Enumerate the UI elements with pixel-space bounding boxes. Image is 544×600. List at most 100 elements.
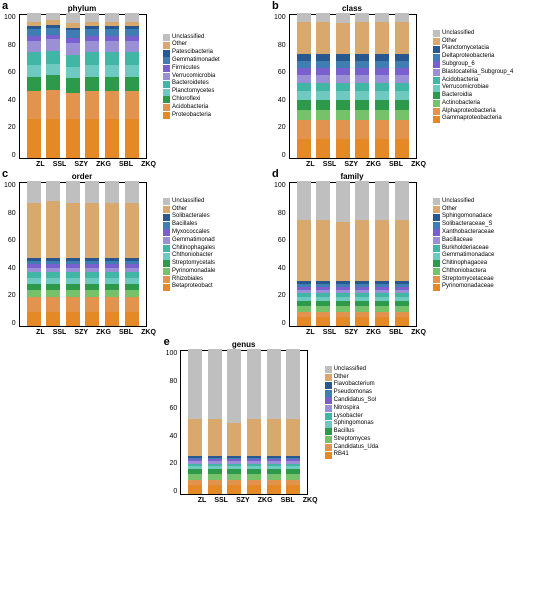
legend-swatch [163, 260, 170, 267]
legend-swatch [163, 73, 170, 80]
bar-segment [297, 120, 311, 139]
bar-segment [355, 61, 369, 68]
bar-segment [105, 77, 119, 92]
bar-segment [336, 75, 350, 82]
legend-item: Bacillaceae [433, 237, 494, 245]
bar-segment [355, 220, 369, 281]
legend-swatch [325, 382, 332, 389]
legend-item: Chitinophagacea [433, 260, 494, 268]
bar-segment [355, 75, 369, 82]
legend-item: Unclassified [433, 198, 494, 206]
legend-item: Gammaproteobacteria [433, 115, 513, 123]
legend-label: Unclassified [442, 198, 474, 206]
bar-segment [355, 68, 369, 75]
bar-segment [375, 22, 389, 54]
bar-segment [27, 65, 41, 77]
legend-item: Subgroup_6 [433, 61, 513, 69]
legend-item: Unclassified [163, 34, 220, 42]
legend-swatch [433, 100, 440, 107]
stacked-bar [46, 181, 60, 326]
y-axis-labels: 100806040200 [274, 14, 289, 159]
stacked-bar [286, 349, 300, 494]
legend-swatch [163, 198, 170, 205]
x-axis-labels: ZLSSLSZYZKGSBLZKQ [32, 329, 160, 336]
legend-label: RB41 [334, 451, 349, 459]
bar-segment [297, 139, 311, 158]
legend: UnclassifiedOtherPlanctomycetaciaDeltapr… [433, 4, 513, 149]
legend-swatch [163, 276, 170, 283]
bar-segment [125, 290, 139, 297]
stacked-bar [208, 349, 222, 494]
stacked-bar [375, 181, 389, 326]
legend-label: Chthoniobacter [172, 252, 213, 260]
legend-swatch [163, 81, 170, 88]
panel-letter: a [2, 0, 8, 12]
panel-letter: c [2, 168, 8, 180]
legend-label: Xanthobacteraceae [442, 229, 494, 237]
stacked-bar [46, 13, 60, 158]
x-axis-labels: ZLSSLSZYZKGSBLZKQ [194, 497, 322, 504]
panel-d: familyd100806040200ZLSSLSZYZKGSBLZKQUncl… [274, 172, 540, 336]
legend-label: Gemmatimonadet [172, 57, 220, 65]
panel-e: genuse100806040200ZLSSLSZYZKGSBLZKQUncla… [166, 340, 379, 504]
bar-segment [66, 30, 80, 37]
legend-item: Bacteroidetes [163, 80, 220, 88]
legend-item: Sphingomonadace [433, 213, 494, 221]
bar-segment [85, 52, 99, 65]
legend-label: Other [334, 374, 349, 382]
y-axis-labels: 100806040200 [4, 14, 19, 159]
bar-segment [125, 41, 139, 53]
legend-swatch [325, 421, 332, 428]
bar-segment [316, 100, 330, 110]
bar-segment [336, 13, 350, 23]
bar-segment [375, 83, 389, 92]
legend-item: Burkholderiaceae [433, 245, 494, 253]
legend-swatch [163, 42, 170, 49]
bar-segment [46, 297, 60, 312]
bar-segment [46, 181, 60, 201]
stacked-bar [85, 13, 99, 158]
bar-segment [85, 203, 99, 258]
bar-segment [105, 52, 119, 65]
legend-item: Nitrospira [325, 405, 379, 413]
stacked-bar [395, 13, 409, 158]
legend-swatch [433, 85, 440, 92]
legend-swatch [325, 413, 332, 420]
legend-label: Unclassified [442, 30, 474, 38]
legend: UnclassifiedOtherSphingomonadaceSolibact… [433, 172, 494, 317]
bar-segment [46, 119, 60, 158]
bar-segment [336, 139, 350, 158]
bar-segment [125, 65, 139, 77]
legend-swatch [325, 436, 332, 443]
bar-segment [105, 181, 119, 203]
bar-segment [46, 90, 60, 119]
stacked-bar [297, 181, 311, 326]
legend-item: Streptomyces [325, 436, 379, 444]
legend-label: Proteobacteria [172, 112, 211, 120]
bar-segment [336, 100, 350, 110]
legend-item: Betaproteobact [163, 283, 215, 291]
bar-segment [267, 485, 281, 494]
bar-segment [395, 317, 409, 326]
legend-swatch [163, 96, 170, 103]
legend-label: Solibacterales [172, 213, 210, 221]
panel-letter: d [272, 168, 279, 180]
bar-segment [188, 349, 202, 419]
legend-item: Pseudomonas [325, 389, 379, 397]
panel-title: order [4, 172, 160, 181]
legend-item: Flavobacterium [325, 381, 379, 389]
legend-label: Gammaproteobacteria [442, 115, 502, 123]
panel-title: phylum [4, 4, 160, 13]
stacked-bar [247, 349, 261, 494]
legend-item: Pyrinomonadaceae [433, 283, 494, 291]
legend-label: Streptomyces [334, 436, 371, 444]
legend-label: Chitinophagales [172, 245, 215, 253]
bar-segment [46, 51, 60, 64]
bar-segment [395, 13, 409, 22]
legend-label: Firmicutes [172, 65, 200, 73]
legend-item: Bacillus [325, 428, 379, 436]
legend-label: Candidatus_Uda [334, 444, 379, 452]
bar-segment [395, 54, 409, 61]
bar-segment [297, 100, 311, 110]
bar-segment [297, 220, 311, 281]
